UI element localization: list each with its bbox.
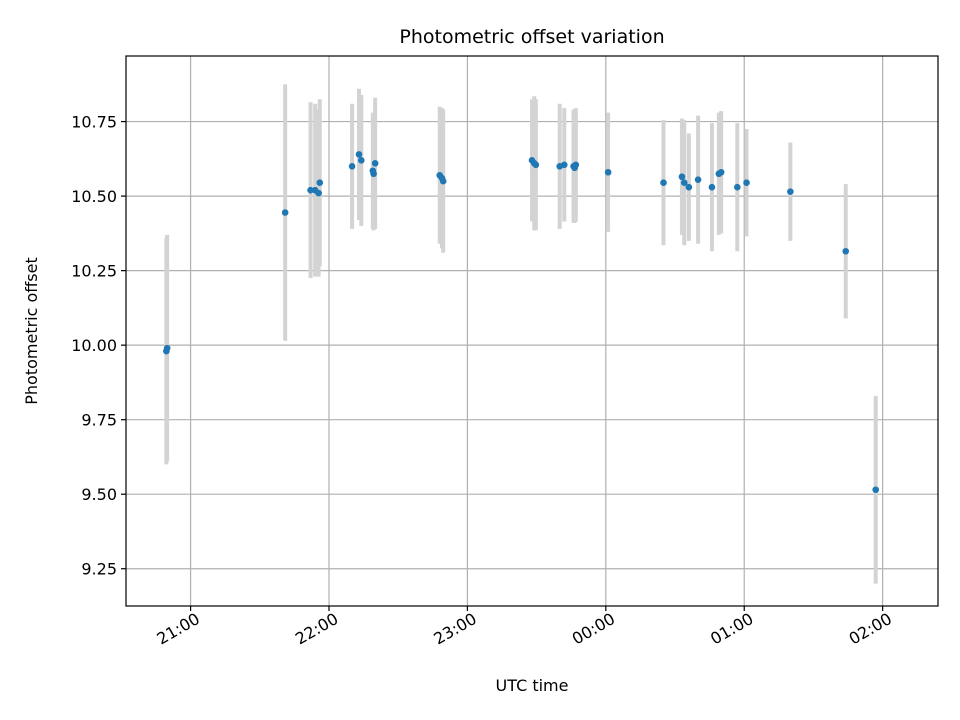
data-point — [660, 179, 667, 186]
data-point — [572, 161, 580, 169]
data-point — [439, 177, 447, 185]
data-point — [680, 179, 688, 186]
data-point — [743, 179, 750, 186]
data-point — [315, 189, 322, 197]
y-axis-ticks: 9.25 9.50 9.75 10.00 10.25 10.50 10.75 — [71, 113, 126, 579]
data-point — [685, 183, 693, 191]
x-axis-label: UTC time — [496, 676, 569, 695]
data-point — [357, 157, 365, 164]
plot-frame — [125, 55, 939, 607]
data-point — [532, 161, 540, 169]
data-point — [694, 176, 702, 184]
data-points — [163, 151, 880, 494]
data-point — [872, 486, 880, 494]
y-tick-label: 10.75 — [71, 113, 117, 132]
data-point — [163, 344, 171, 352]
data-point — [787, 188, 794, 195]
y-tick-label: 9.50 — [81, 485, 117, 504]
chart-title: Photometric offset variation — [399, 26, 664, 48]
data-point — [371, 160, 379, 167]
data-point — [717, 168, 725, 176]
data-point — [307, 186, 314, 194]
data-point — [355, 151, 363, 158]
data-point — [708, 183, 716, 191]
data-point — [316, 179, 324, 186]
data-point — [348, 162, 356, 170]
y-tick-label: 9.25 — [81, 560, 117, 579]
data-point — [560, 161, 568, 169]
data-point — [281, 209, 289, 216]
data-point — [370, 170, 377, 178]
data-point — [842, 247, 850, 255]
y-tick-label: 10.00 — [71, 336, 117, 355]
y-tick-label: 9.75 — [81, 411, 117, 430]
y-axis-label: Photometric offset — [22, 257, 41, 405]
data-point — [678, 173, 686, 181]
y-tick-label: 10.50 — [71, 187, 117, 206]
data-point — [734, 183, 741, 191]
y-tick-label: 10.25 — [71, 262, 117, 281]
data-point — [604, 168, 612, 176]
